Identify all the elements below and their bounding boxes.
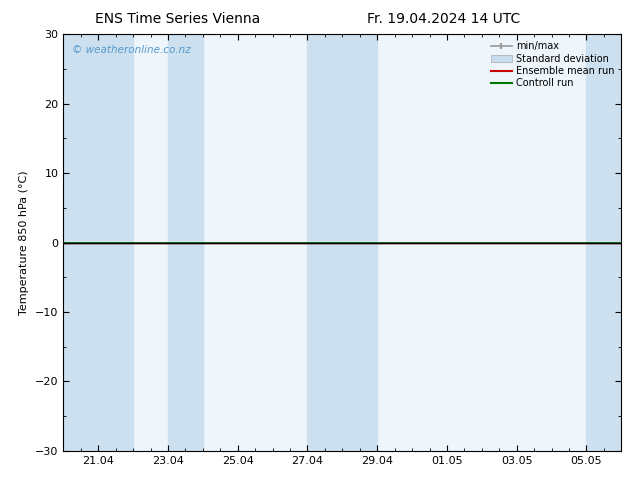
Text: © weatheronline.co.nz: © weatheronline.co.nz	[72, 45, 191, 55]
Bar	[63, 34, 133, 451]
Bar	[586, 34, 621, 451]
Bar	[168, 34, 203, 451]
Legend: min/max, Standard deviation, Ensemble mean run, Controll run: min/max, Standard deviation, Ensemble me…	[489, 39, 616, 90]
Y-axis label: Temperature 850 hPa (°C): Temperature 850 hPa (°C)	[20, 170, 30, 315]
Text: ENS Time Series Vienna: ENS Time Series Vienna	[95, 12, 260, 26]
Bar	[307, 34, 377, 451]
Text: Fr. 19.04.2024 14 UTC: Fr. 19.04.2024 14 UTC	[367, 12, 521, 26]
